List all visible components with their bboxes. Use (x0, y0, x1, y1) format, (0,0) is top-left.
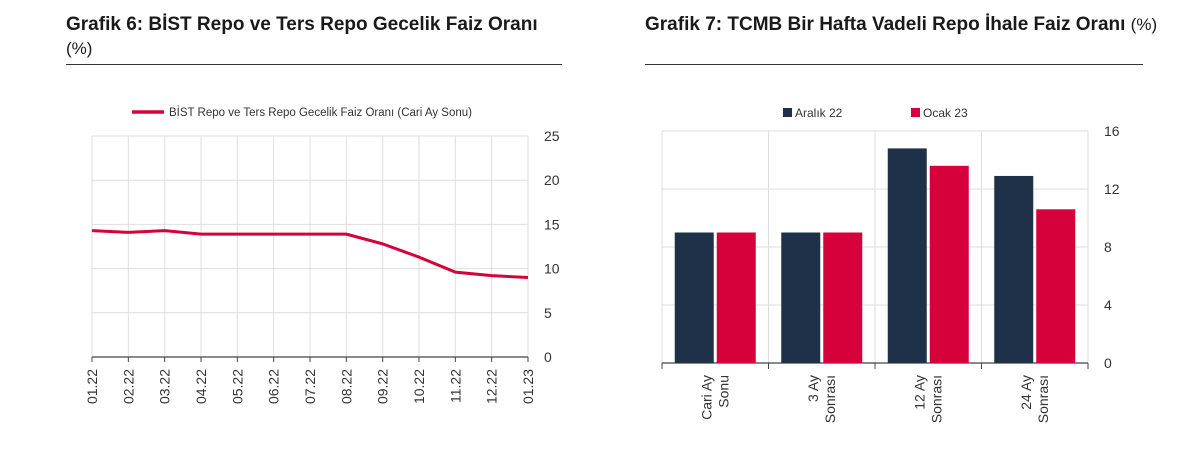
chart-7-y-tick-label: 12 (1104, 181, 1120, 197)
chart-6-x-tick-label: 04.22 (193, 369, 209, 404)
chart-7-y-tick-label: 0 (1104, 355, 1112, 371)
chart-7-legend-swatch (783, 108, 792, 117)
chart-7-x-tick-label-line2: Sonrası (822, 375, 838, 423)
chart-7-y-tick-label: 8 (1104, 239, 1112, 255)
chart-6-y-tick-label: 15 (544, 216, 560, 232)
chart-6-x-tick-label: 09.22 (375, 369, 391, 404)
chart-7-legend-label: Ocak 23 (923, 106, 968, 120)
chart-6-x-tick-label: 01.22 (84, 369, 100, 404)
chart-7-bar-ocak (823, 232, 863, 363)
chart-7-legend-swatch (911, 108, 920, 117)
chart-6-y-tick-label: 5 (544, 305, 552, 321)
chart-7-bar-ocak (929, 165, 969, 363)
chart-7-x-tick-label-line2: Sonrası (928, 375, 944, 423)
chart-6-y-tick-label: 20 (544, 172, 560, 188)
chart-7-bar-aralik (674, 232, 714, 363)
chart-6-title-rule (66, 64, 562, 65)
chart-7-bar-aralik (781, 232, 821, 363)
chart-6-y-tick-label: 25 (544, 128, 560, 144)
chart-6-x-tick-label: 10.22 (411, 369, 427, 404)
chart-6-title-unit: (%) (66, 39, 93, 58)
chart-6-x-tick-label: 05.22 (229, 369, 245, 404)
chart-7-x-tick-label-line2: Sonrası (1035, 375, 1051, 423)
chart-7-bar-aralik (994, 175, 1034, 363)
chart-6-title: Grafik 6: BİST Repo ve Ters Repo Gecelik… (66, 13, 566, 61)
chart-6-x-tick-label: 07.22 (302, 369, 318, 404)
chart-6-x-tick-label: 08.22 (338, 369, 354, 404)
chart-6-x-tick-label: 02.22 (120, 369, 136, 404)
chart-7-x-tick-label-line1: 24 Ay (1018, 375, 1034, 410)
chart-6-y-tick-label: 10 (544, 261, 560, 277)
chart-7-y-tick-label: 16 (1104, 123, 1120, 139)
chart-7-x-tick-label-line1: 3 Ay (805, 375, 821, 402)
chart-7-legend-label: Aralık 22 (795, 106, 843, 120)
chart-6-y-tick-label: 0 (544, 349, 552, 365)
chart-7-bar-ocak (1036, 209, 1076, 363)
chart-6-x-tick-label: 11.22 (447, 369, 463, 403)
chart-7-bar-ocak (716, 232, 756, 363)
chart-7-x-tick-label-line1: 12 Ay (911, 375, 927, 410)
chart-7-title-rule (645, 64, 1143, 65)
chart-7-title: Grafik 7: TCMB Bir Hafta Vadeli Repo İha… (645, 13, 1165, 37)
chart-7-bar-aralik (887, 148, 927, 363)
chart-7-x-tick-label-line1: Cari Ay (698, 375, 714, 420)
chart-6-x-tick-label: 12.22 (484, 369, 500, 404)
chart-6-x-tick-label: 01.23 (520, 369, 536, 404)
chart-6-x-tick-label: 06.22 (266, 369, 282, 404)
chart-7-x-tick-label-line2: Sonu (715, 375, 731, 408)
chart-7-title-unit: (%) (1130, 15, 1158, 34)
chart-7-y-tick-label: 4 (1104, 297, 1112, 313)
chart-6-legend-label: BİST Repo ve Ters Repo Gecelik Faiz Oran… (169, 106, 472, 119)
chart-6-x-tick-label: 03.22 (157, 369, 173, 404)
chart-7-title-text: Grafik 7: TCMB Bir Hafta Vadeli Repo İha… (645, 14, 1126, 35)
chart-6-series-line (91, 229, 529, 279)
chart-6-title-text: Grafik 6: BİST Repo ve Ters Repo Gecelik… (66, 14, 538, 35)
